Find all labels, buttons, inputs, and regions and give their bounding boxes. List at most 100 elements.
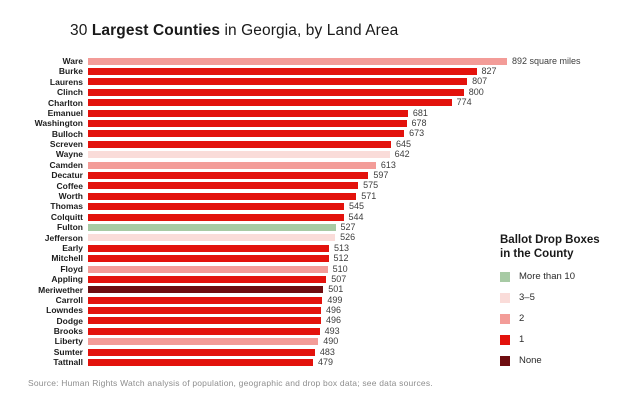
bar-chart: Ware 892 square miles Burke 827 Laurens … — [0, 56, 624, 368]
value-label: 501 — [328, 284, 344, 295]
bar — [88, 338, 319, 346]
chart-title-bold: Largest Counties — [91, 22, 221, 39]
legend-label: 3–5 — [519, 292, 535, 303]
county-label: Bulloch — [51, 128, 83, 139]
county-label: Dodge — [56, 315, 83, 326]
legend-items: More than 10 3–5 2 1 None — [500, 271, 622, 366]
county-label: Fulton — [57, 222, 83, 233]
bar-row: Liberty 490 — [0, 337, 624, 347]
bar — [88, 348, 315, 356]
value-label: 513 — [334, 242, 350, 253]
county-label: Lowndes — [46, 305, 83, 316]
bar — [88, 255, 329, 263]
bar-row: Appling 507 — [0, 274, 624, 284]
legend-item: None — [500, 355, 622, 366]
legend-label: More than 10 — [519, 271, 575, 282]
bar-row: Mitchell 512 — [0, 253, 624, 263]
bar-row: Coffee 575 — [0, 181, 624, 191]
county-label: Decatur — [51, 170, 83, 181]
value-label: 507 — [331, 273, 347, 284]
value-label: 499 — [327, 294, 343, 305]
county-label: Ware — [62, 55, 83, 66]
value-label: 575 — [363, 180, 379, 191]
bar — [88, 68, 477, 76]
value-label: 526 — [340, 232, 356, 243]
bar — [88, 223, 336, 231]
bar — [88, 307, 321, 315]
bar — [88, 109, 408, 117]
county-label: Screven — [49, 139, 83, 150]
county-label: Sumter — [53, 346, 83, 357]
bar — [88, 359, 313, 367]
legend-label: 2 — [519, 313, 525, 324]
legend-title-line2: in the County — [500, 248, 574, 261]
bar — [88, 151, 390, 159]
county-label: Carroll — [55, 294, 83, 305]
value-label: 483 — [319, 346, 335, 357]
bar — [88, 203, 344, 211]
county-label: Burke — [58, 66, 83, 77]
legend-item: 2 — [500, 313, 622, 324]
bar — [88, 327, 320, 335]
bar-row: Early 513 — [0, 243, 624, 253]
county-label: Wayne — [55, 149, 83, 160]
legend: Ballot Drop Boxes in the County More tha… — [500, 233, 622, 377]
bar — [88, 213, 344, 221]
value-label: 827 — [481, 66, 497, 77]
bar — [88, 140, 391, 148]
bar-row: Carroll 499 — [0, 295, 624, 305]
county-label: Jefferson — [44, 232, 83, 243]
legend-swatch — [500, 355, 510, 366]
bar-row: Burke 827 — [0, 66, 624, 76]
source-note: Source: Human Rights Watch analysis of p… — [28, 378, 433, 388]
bar — [88, 234, 336, 242]
value-label: 496 — [326, 315, 342, 326]
bar — [88, 78, 468, 86]
legend-item: More than 10 — [500, 271, 622, 282]
county-label: Mitchell — [51, 253, 83, 264]
county-label: Laurens — [49, 76, 83, 87]
chart-title-suffix: in Georgia, by Land Area — [220, 22, 399, 39]
county-label: Emanuel — [47, 107, 83, 118]
bar-row: Meriwether 501 — [0, 285, 624, 295]
legend-item: 1 — [500, 334, 622, 345]
bar — [88, 130, 405, 138]
bar-row: Sumter 483 — [0, 347, 624, 357]
bar-row: Thomas 545 — [0, 201, 624, 211]
value-label: 681 — [412, 107, 428, 118]
value-label: 493 — [324, 325, 340, 336]
bar — [88, 120, 407, 128]
value-label: 673 — [409, 128, 425, 139]
value-label: 512 — [333, 253, 349, 264]
county-label: Brooks — [53, 326, 83, 337]
bar — [88, 244, 329, 252]
bar-row: Wayne 642 — [0, 150, 624, 160]
value-label: 496 — [326, 305, 342, 316]
bar — [88, 161, 376, 169]
bar-row: Clinch 800 — [0, 87, 624, 97]
bar — [88, 171, 369, 179]
value-label: 571 — [361, 190, 377, 201]
value-label: 544 — [348, 211, 364, 222]
bar-row: Colquitt 544 — [0, 212, 624, 222]
bar — [88, 88, 464, 96]
county-label: Early — [62, 242, 83, 253]
bar-row: Ware 892 square miles — [0, 56, 624, 66]
county-label: Coffee — [56, 180, 83, 191]
county-label: Camden — [49, 159, 83, 170]
county-label: Appling — [51, 274, 83, 285]
legend-title: Ballot Drop Boxes in the County — [500, 233, 622, 262]
county-label: Charlton — [48, 97, 83, 108]
county-label: Tattnall — [53, 357, 83, 368]
bar-row: Laurens 807 — [0, 77, 624, 87]
bar-row: Emanuel 681 — [0, 108, 624, 118]
county-label: Worth — [58, 191, 83, 202]
bar — [88, 286, 324, 294]
bar — [88, 57, 507, 65]
value-label: 597 — [373, 169, 389, 180]
value-label: 645 — [396, 138, 412, 149]
chart-title-prefix: 30 — [70, 22, 92, 39]
value-label: 892 square miles — [512, 55, 581, 66]
chart-title: 30 Largest Counties in Georgia, by Land … — [70, 22, 398, 40]
